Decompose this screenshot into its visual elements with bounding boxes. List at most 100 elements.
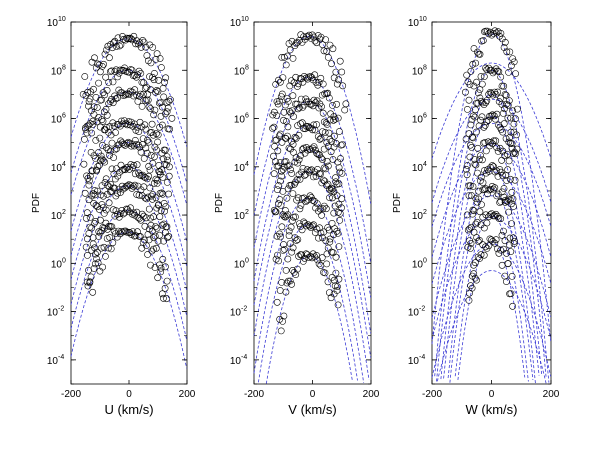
data-point bbox=[467, 239, 475, 247]
y-tick-exponent: 6 bbox=[423, 113, 427, 120]
data-point bbox=[145, 138, 153, 146]
data-point bbox=[299, 164, 307, 172]
fit-curve bbox=[253, 197, 365, 383]
data-point bbox=[155, 201, 162, 208]
data-point bbox=[286, 277, 294, 285]
y-axis-label: PDF bbox=[31, 193, 42, 213]
data-point bbox=[149, 159, 157, 167]
data-point bbox=[85, 181, 93, 189]
data-point bbox=[289, 92, 297, 100]
data-point bbox=[94, 163, 102, 170]
data-point bbox=[331, 202, 339, 210]
data-point bbox=[84, 251, 91, 259]
data-point bbox=[328, 219, 336, 227]
data-point bbox=[326, 238, 334, 246]
data-point bbox=[497, 30, 505, 37]
data-point bbox=[161, 110, 169, 118]
data-point bbox=[159, 255, 167, 263]
data-point bbox=[483, 118, 490, 126]
data-point bbox=[506, 175, 514, 183]
data-point bbox=[89, 190, 97, 198]
data-point bbox=[505, 157, 513, 165]
data-point bbox=[276, 97, 283, 105]
data-point bbox=[478, 80, 486, 88]
data-point bbox=[304, 146, 312, 154]
data-point bbox=[108, 139, 116, 147]
data-point bbox=[320, 47, 328, 55]
data-point bbox=[288, 248, 296, 256]
x-tick-label: 0 bbox=[489, 389, 495, 400]
y-tick-exponent: -4 bbox=[58, 354, 64, 361]
data-point bbox=[278, 167, 285, 175]
data-point bbox=[504, 260, 512, 268]
data-point bbox=[272, 255, 280, 263]
data-point bbox=[295, 171, 303, 179]
data-point bbox=[92, 217, 99, 225]
fit-curve bbox=[434, 69, 550, 383]
data-point bbox=[317, 154, 325, 162]
data-point bbox=[166, 96, 174, 103]
data-point bbox=[294, 194, 302, 202]
data-point bbox=[297, 95, 305, 103]
fit-curve bbox=[253, 149, 372, 358]
data-point bbox=[500, 185, 508, 192]
data-point bbox=[494, 190, 502, 198]
data-point bbox=[147, 261, 154, 269]
data-point bbox=[100, 243, 108, 251]
data-point bbox=[498, 231, 506, 239]
data-point bbox=[283, 279, 291, 287]
data-point bbox=[510, 58, 518, 66]
data-point bbox=[162, 203, 170, 210]
data-point bbox=[507, 114, 515, 122]
data-point bbox=[487, 236, 495, 244]
y-tick-label: 10 bbox=[234, 163, 246, 174]
data-point bbox=[280, 53, 288, 61]
data-point bbox=[462, 165, 470, 173]
data-point bbox=[296, 205, 304, 213]
data-point bbox=[507, 248, 515, 255]
data-point bbox=[119, 210, 127, 218]
data-point bbox=[318, 211, 325, 219]
data-point bbox=[328, 60, 335, 68]
data-point bbox=[98, 244, 105, 252]
data-point bbox=[151, 106, 159, 114]
y-tick-exponent: 10 bbox=[241, 16, 249, 23]
data-point bbox=[315, 79, 323, 86]
data-point bbox=[143, 52, 151, 59]
data-point bbox=[311, 71, 319, 79]
data-point bbox=[95, 114, 102, 121]
data-point bbox=[277, 327, 285, 335]
data-point bbox=[471, 160, 479, 168]
data-point bbox=[299, 104, 307, 111]
data-point bbox=[319, 176, 327, 184]
data-point bbox=[93, 167, 100, 175]
data-point bbox=[468, 133, 476, 141]
data-point bbox=[332, 139, 340, 147]
y-tick-label: 10 bbox=[234, 66, 246, 77]
data-point bbox=[483, 66, 491, 74]
data-point bbox=[335, 180, 343, 188]
data-point bbox=[302, 170, 310, 178]
data-point bbox=[291, 213, 299, 221]
fit-curve bbox=[431, 195, 552, 319]
y-tick-exponent: -2 bbox=[419, 306, 425, 313]
x-tick-label: -200 bbox=[244, 389, 264, 400]
data-point bbox=[96, 267, 104, 275]
data-point bbox=[283, 132, 291, 140]
data-point bbox=[285, 162, 293, 169]
data-point bbox=[335, 128, 343, 135]
data-point bbox=[329, 185, 337, 193]
data-point bbox=[101, 158, 109, 166]
data-point bbox=[161, 284, 169, 292]
data-point bbox=[98, 63, 106, 70]
y-tick-exponent: 2 bbox=[62, 209, 66, 216]
fit-curve bbox=[431, 62, 552, 159]
data-point bbox=[100, 60, 107, 68]
data-point bbox=[310, 33, 318, 41]
data-point bbox=[470, 45, 478, 52]
fit-curve bbox=[70, 185, 188, 316]
data-point bbox=[96, 123, 104, 131]
data-point bbox=[273, 232, 281, 240]
data-point bbox=[297, 120, 304, 127]
data-point bbox=[158, 121, 166, 129]
